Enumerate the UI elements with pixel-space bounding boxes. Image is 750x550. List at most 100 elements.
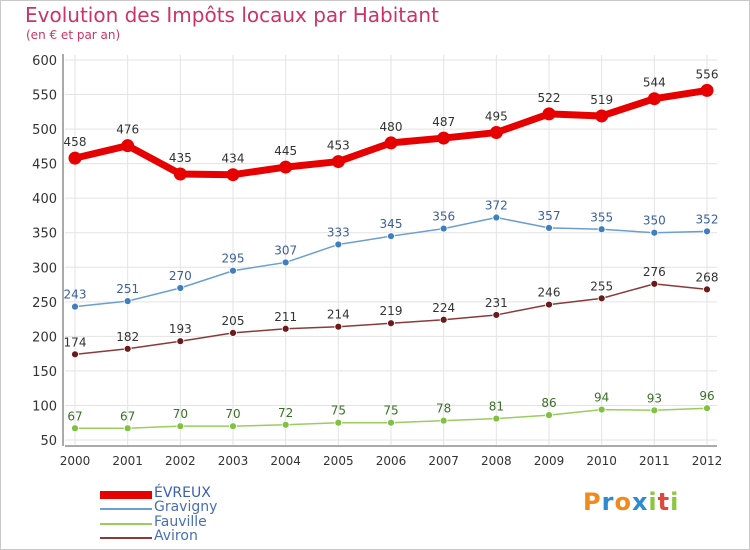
- data-point: [71, 424, 79, 433]
- data-label: 453: [327, 139, 350, 153]
- chart-subtitle: (en € et par an): [26, 28, 121, 42]
- logo-letter: r: [601, 488, 615, 516]
- data-label: 219: [380, 304, 403, 318]
- data-label: 255: [590, 279, 613, 293]
- y-tick-label: 400: [32, 192, 57, 207]
- legend-label: ÉVREUX: [154, 485, 211, 501]
- data-point: [334, 418, 343, 427]
- data-label: 75: [383, 404, 398, 418]
- x-tick-label: 2009: [534, 454, 565, 468]
- data-label: 522: [538, 91, 561, 105]
- data-point: [650, 406, 659, 415]
- data-point: [229, 266, 237, 275]
- data-point: [597, 405, 606, 414]
- y-tick-label: 500: [32, 123, 57, 138]
- logo-letter: P: [583, 488, 602, 516]
- data-label: 224: [432, 301, 455, 315]
- data-point: [279, 160, 293, 174]
- x-tick-label: 2000: [60, 454, 91, 468]
- data-label: 495: [485, 110, 508, 124]
- data-label: 487: [432, 115, 455, 129]
- x-tick-label: 2011: [639, 454, 670, 468]
- logo-letter: i: [670, 488, 680, 516]
- x-tick-label: 2005: [323, 454, 354, 468]
- legend-label: Fauville: [154, 514, 207, 530]
- data-point: [545, 223, 553, 232]
- y-tick-label: 300: [32, 261, 57, 276]
- data-label: 93: [647, 391, 662, 405]
- data-label: 193: [169, 322, 192, 336]
- data-label: 205: [222, 314, 245, 328]
- legend-swatch: [100, 523, 152, 525]
- data-point: [489, 126, 503, 140]
- data-point: [542, 107, 556, 121]
- data-label: 182: [116, 330, 139, 344]
- x-tick-label: 2001: [112, 454, 143, 468]
- y-tick-label: 200: [32, 330, 57, 345]
- legend-swatch: [100, 537, 152, 539]
- y-tick-label: 350: [32, 227, 57, 242]
- data-point: [71, 350, 79, 359]
- x-tick-label: 2004: [270, 454, 301, 468]
- data-point: [281, 324, 290, 333]
- data-label: 435: [169, 151, 192, 165]
- data-point: [387, 418, 395, 427]
- data-label: 78: [436, 402, 451, 416]
- data-point: [703, 404, 711, 413]
- data-label: 476: [116, 123, 139, 137]
- data-label: 174: [64, 335, 87, 349]
- logo-letter: t: [657, 488, 671, 516]
- data-label: 70: [173, 407, 188, 421]
- x-tick-label: 2007: [428, 454, 459, 468]
- y-tick-label: 250: [32, 296, 57, 311]
- data-point: [173, 167, 187, 181]
- data-point: [176, 422, 185, 431]
- logo-letter: i: [648, 488, 658, 516]
- data-point: [703, 285, 711, 294]
- data-point: [176, 284, 185, 292]
- data-point: [597, 225, 606, 234]
- data-point: [492, 213, 501, 222]
- data-point: [647, 92, 661, 106]
- data-label: 544: [643, 76, 666, 90]
- y-tick-label: 550: [32, 89, 57, 104]
- data-point: [439, 315, 448, 324]
- data-label: 519: [590, 93, 613, 107]
- data-label: 75: [331, 404, 346, 418]
- data-point: [176, 337, 185, 346]
- data-point: [439, 224, 448, 233]
- data-label: 70: [225, 407, 240, 421]
- data-point: [545, 411, 553, 420]
- data-point: [123, 424, 132, 433]
- data-label: 246: [538, 286, 561, 300]
- data-label: 372: [485, 199, 508, 213]
- data-point: [650, 228, 659, 237]
- logo-letter: x: [631, 488, 649, 516]
- data-label: 307: [274, 243, 297, 257]
- data-point: [650, 279, 659, 288]
- y-tick-label: 450: [32, 158, 57, 173]
- data-label: 434: [222, 152, 245, 166]
- data-point: [331, 155, 345, 169]
- data-point: [71, 302, 79, 311]
- data-label: 251: [116, 282, 139, 296]
- data-label: 556: [696, 67, 719, 81]
- x-tick-label: 2003: [218, 454, 249, 468]
- logo-letter: o: [614, 488, 632, 516]
- data-label: 480: [380, 120, 403, 134]
- data-point: [229, 329, 237, 337]
- data-label: 445: [274, 144, 297, 158]
- y-tick-label: 50: [40, 434, 57, 449]
- legend-label: Aviron: [154, 528, 198, 544]
- data-point: [68, 151, 82, 165]
- data-label: 67: [120, 409, 135, 423]
- data-label: 276: [643, 265, 666, 279]
- data-point: [384, 136, 398, 150]
- data-label: 211: [274, 310, 297, 324]
- data-label: 356: [432, 210, 455, 224]
- y-tick-label: 600: [32, 54, 57, 69]
- data-point: [334, 322, 343, 331]
- data-label: 67: [67, 409, 82, 423]
- y-tick-label: 100: [32, 399, 57, 414]
